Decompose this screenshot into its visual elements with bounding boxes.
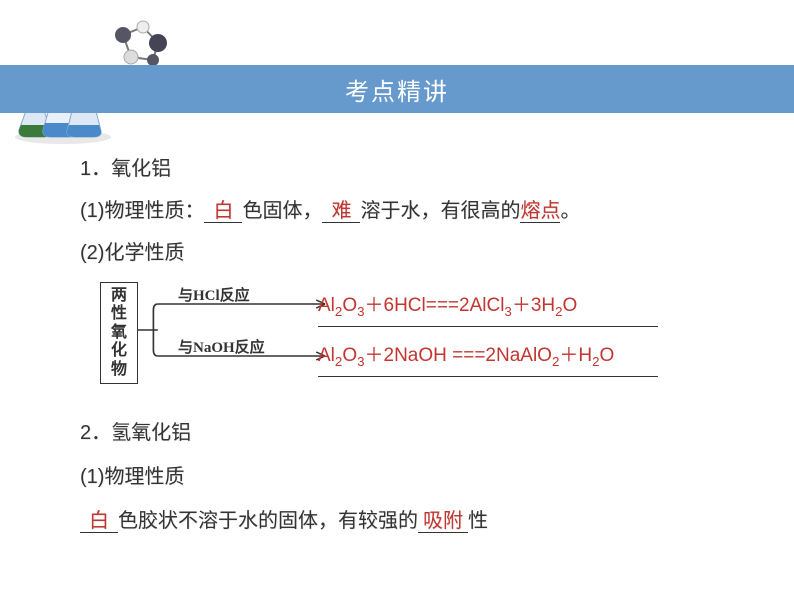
text-after-blank1b: 色胶状不溶于水的固体，有较强的 (118, 510, 418, 532)
reaction-diagram: 两 性 氧 化 物 与HCl反应 与NaOH反应 Al2O3＋6HCl===2A… (100, 282, 754, 384)
text-after-blank2b: 性 (468, 510, 488, 532)
header-bar: 考点精讲 (0, 65, 794, 113)
section2-phys-label: (1)物理性质 (80, 458, 754, 496)
amphoteric-oxide-box: 两 性 氧 化 物 (100, 282, 138, 384)
blank-color2: 白 (89, 510, 109, 532)
blank-color: 白 (213, 200, 233, 222)
branch2-label: 与NaOH反应 (178, 334, 265, 363)
box-char: 两 (111, 287, 127, 305)
blank-mp: 熔点 (520, 200, 560, 222)
phys-label: (1)物理性质： (80, 200, 204, 222)
section1-chemical-label: (2)化学性质 (80, 234, 754, 272)
blank-solubility: 难 (331, 200, 351, 222)
section2-physical-desc: 白色胶状不溶于水的固体，有较强的吸附性 (80, 502, 754, 540)
box-char: 氧 (111, 324, 127, 342)
text-after-blank1: 色固体， (242, 200, 322, 222)
equation-1: Al2O3＋6HCl===2AlCl3＋3H2O (318, 288, 658, 327)
slide-content: 1．氧化铝 (1)物理性质：白色固体，难溶于水，有很高的熔点。 (2)化学性质 … (80, 150, 754, 540)
header-title: 考点精讲 (345, 72, 449, 107)
box-char: 化 (111, 342, 127, 360)
section1-physical: (1)物理性质： 白色固体， 难溶于水，有很高的熔点。 (80, 192, 754, 230)
blank-adsorb: 吸附 (423, 510, 463, 532)
branch1-label: 与HCl反应 (178, 282, 250, 311)
text-after-blank2: 溶于水，有很高的 (360, 200, 520, 222)
section2-heading: 2．氢氧化铝 (80, 414, 754, 452)
equation-2: Al2O3＋2NaOH ===2NaAlO2＋H2O (318, 338, 658, 377)
text-after-blank3: 。 (560, 200, 580, 222)
box-char: 物 (111, 361, 127, 379)
box-char: 性 (111, 305, 127, 323)
section1-heading: 1．氧化铝 (80, 150, 754, 188)
